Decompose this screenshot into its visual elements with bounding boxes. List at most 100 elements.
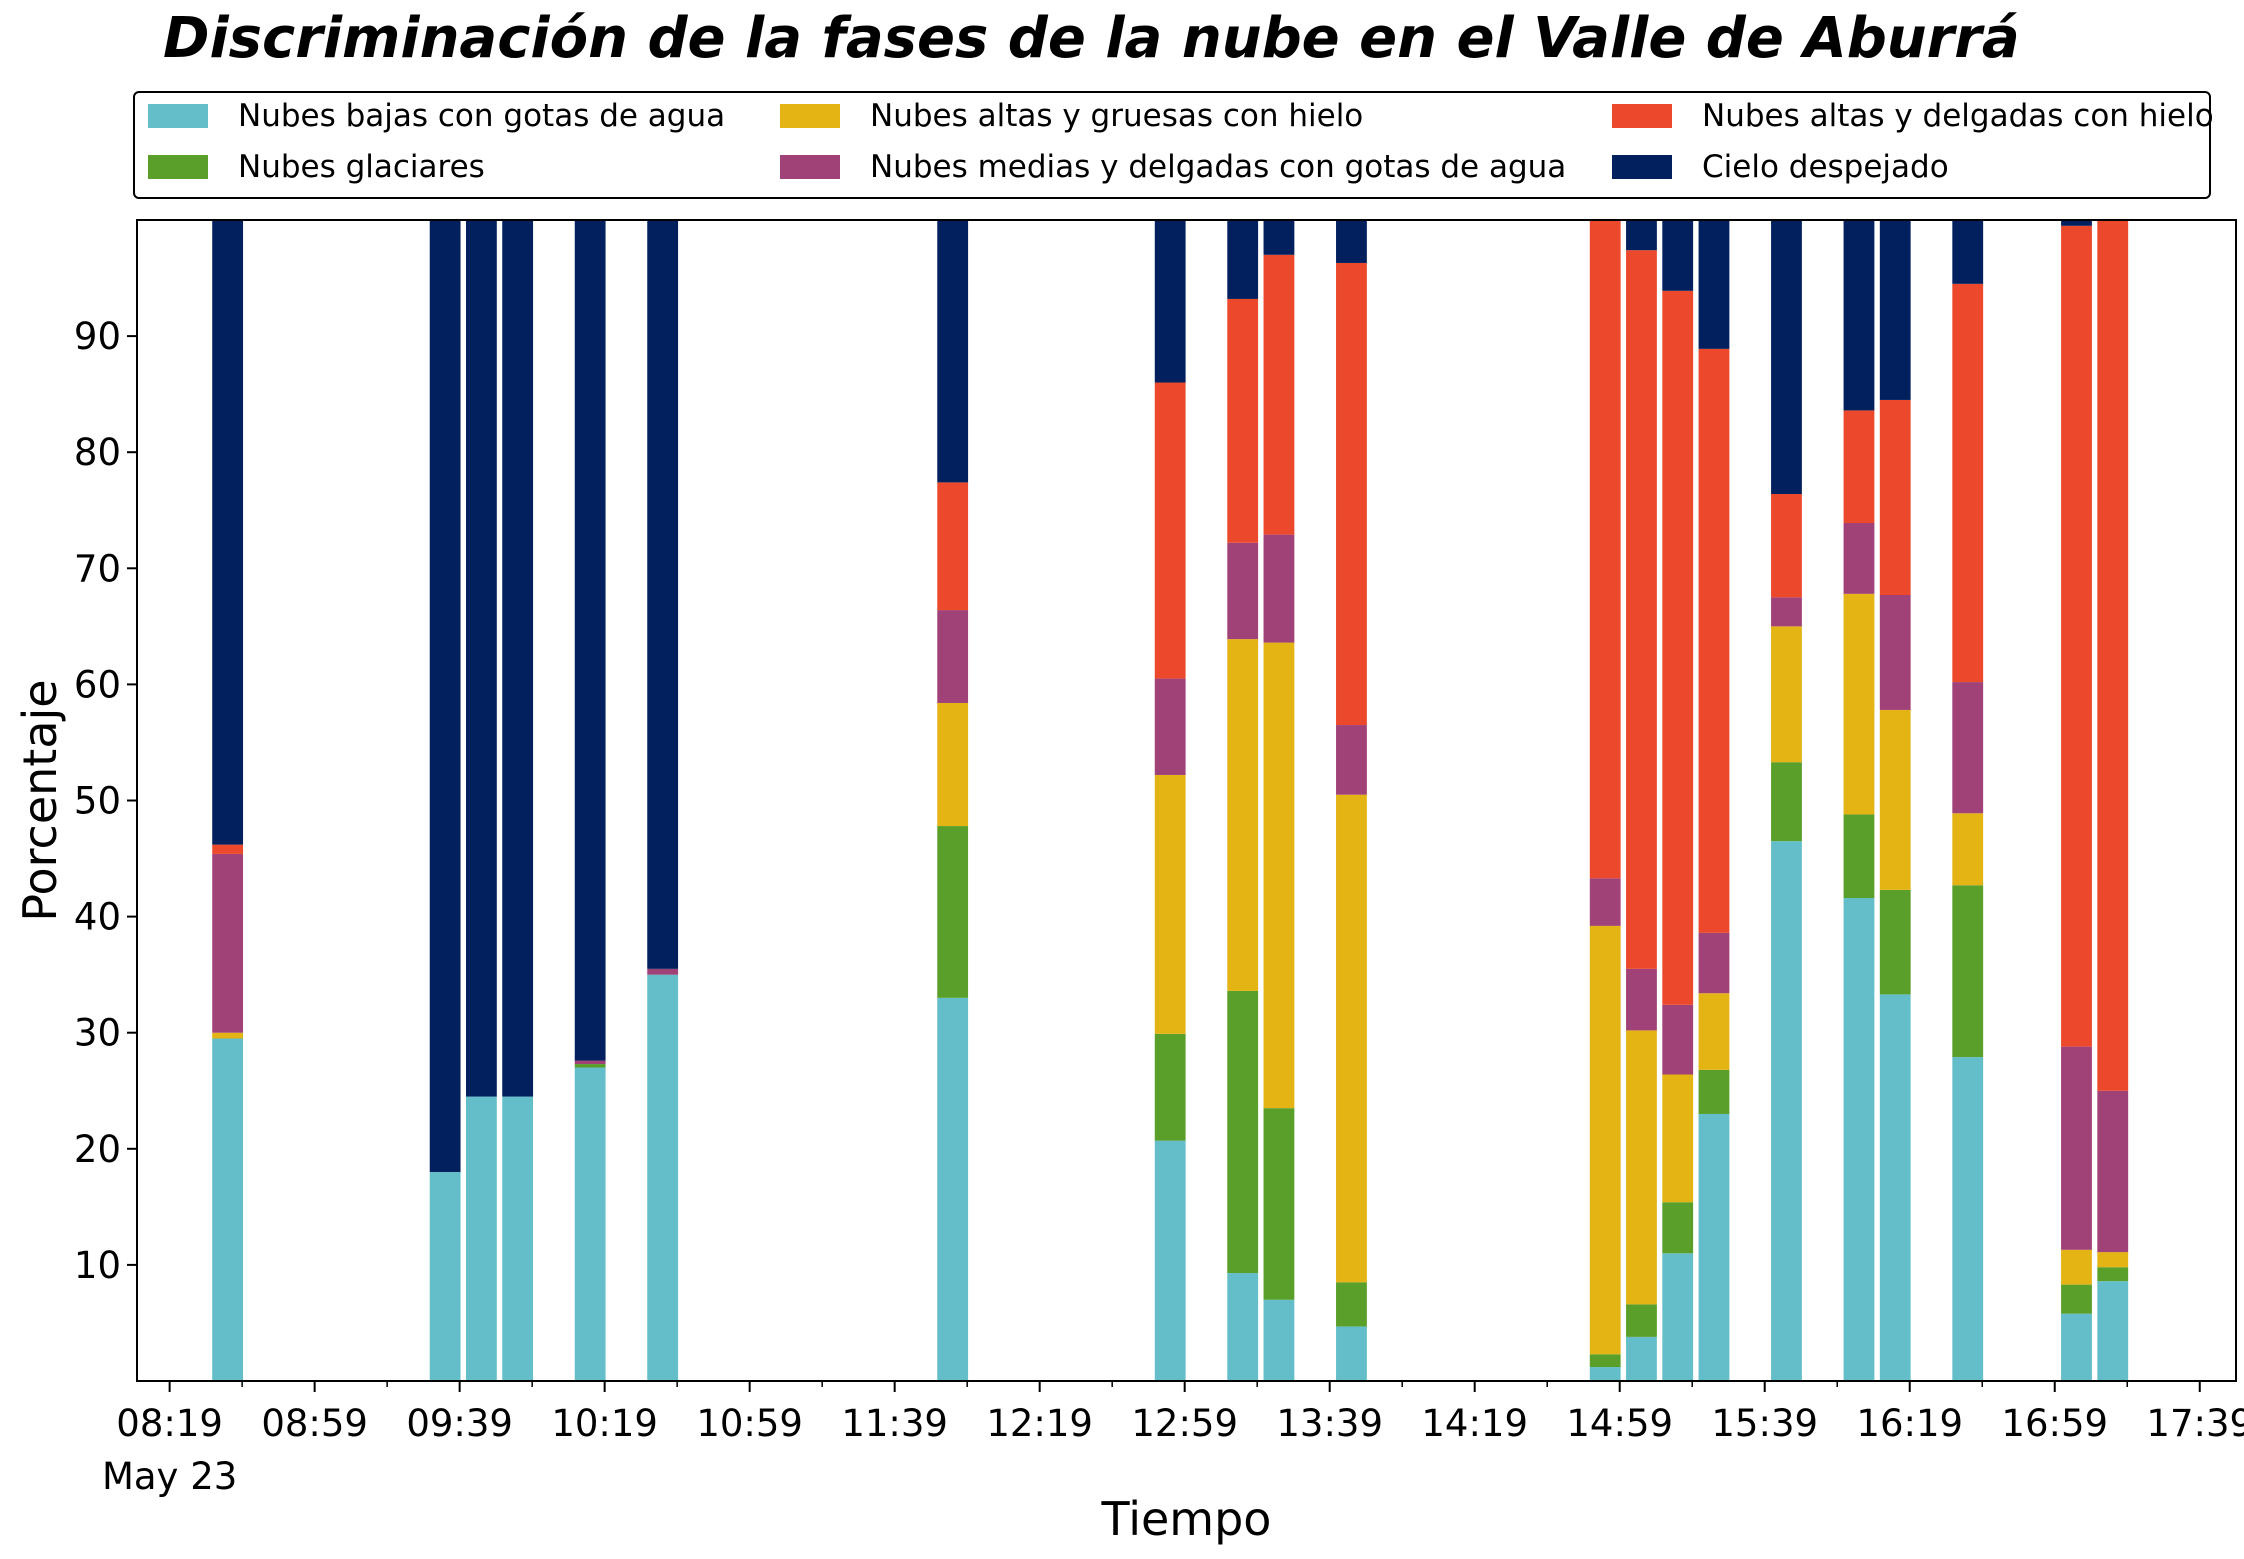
bar-segment-4 bbox=[937, 610, 969, 703]
bar-segment-3 bbox=[1771, 626, 1802, 763]
bar-segment-1 bbox=[502, 1096, 534, 1381]
bar-segment-6 bbox=[1626, 220, 1657, 251]
bars-layer bbox=[212, 220, 2129, 1381]
legend-swatch bbox=[780, 155, 840, 179]
bar-segment-2 bbox=[1952, 885, 1984, 1058]
legend: Nubes bajas con gotas de agua Nubes glac… bbox=[133, 91, 2214, 199]
bar-segment-2 bbox=[1227, 990, 1259, 1274]
x-axis: 08:19 08:59 09:39 10:19 10:59 11:39 12:19 12:59… bbox=[116, 1381, 2244, 1445]
y-tick-label: 50 bbox=[74, 780, 121, 823]
bar-segment-4 bbox=[2097, 1090, 2129, 1253]
x-tick-label: 10:19 bbox=[551, 1402, 658, 1445]
bar-segment-5 bbox=[212, 844, 244, 854]
bar-segment-1 bbox=[2097, 1281, 2129, 1381]
bar-segment-6 bbox=[1227, 220, 1259, 299]
bar-segment-2 bbox=[574, 1064, 606, 1068]
bar-segment-5 bbox=[1589, 220, 1621, 879]
bar-segment-1 bbox=[1336, 1326, 1367, 1381]
bar-segment-1 bbox=[574, 1067, 606, 1381]
bar-segment-4 bbox=[1589, 878, 1621, 926]
bar-segment-4 bbox=[1154, 678, 1186, 775]
bar-segment-1 bbox=[2061, 1313, 2092, 1381]
legend-label: Nubes altas y delgadas con hielo bbox=[1702, 98, 2214, 134]
y-tick-label: 70 bbox=[74, 547, 121, 590]
bar-segment-5 bbox=[1336, 262, 1367, 726]
bar-segment-5 bbox=[1263, 254, 1295, 535]
bar-segment-6 bbox=[1154, 220, 1186, 383]
bar-segment-1 bbox=[1843, 898, 1875, 1381]
bar-segment-6 bbox=[212, 220, 244, 845]
bar-segment-2 bbox=[1336, 1282, 1367, 1327]
legend-item-nubes-bajas: Nubes bajas con gotas de agua bbox=[148, 98, 725, 134]
chart-title: Discriminación de la fases de la nube en… bbox=[163, 6, 2020, 71]
bar-segment-6 bbox=[502, 220, 534, 1097]
bar-segment-3 bbox=[2097, 1252, 2129, 1268]
x-tick-label: 14:19 bbox=[1421, 1402, 1528, 1445]
y-tick-label: 80 bbox=[74, 431, 121, 474]
bar-segment-2 bbox=[2097, 1267, 2129, 1282]
bar-segment-1 bbox=[1626, 1336, 1657, 1381]
x-tick-label: 11:39 bbox=[841, 1402, 948, 1445]
bar-segment-4 bbox=[647, 968, 679, 975]
bar-segment-5 bbox=[1662, 290, 1694, 1005]
bar-segment-6 bbox=[1952, 220, 1984, 284]
bar-segment-3 bbox=[1626, 1030, 1657, 1305]
bar-segment-2 bbox=[1154, 1033, 1186, 1141]
y-tick-label: 90 bbox=[74, 315, 121, 358]
bar-segment-2 bbox=[1626, 1304, 1657, 1337]
bar-segment-4 bbox=[1626, 968, 1657, 1031]
legend-label: Nubes glaciares bbox=[238, 149, 485, 185]
bar-segment-6 bbox=[937, 220, 969, 483]
bar-segment-1 bbox=[465, 1096, 497, 1381]
x-tick-label: 14:59 bbox=[1566, 1402, 1673, 1445]
bar-segment-6 bbox=[574, 220, 606, 1061]
x-tick-label: 09:39 bbox=[406, 1402, 513, 1445]
bar-segment-5 bbox=[1698, 348, 1730, 933]
bar-segment-5 bbox=[1227, 298, 1259, 543]
legend-swatch bbox=[1612, 104, 1672, 128]
bar-segment-1 bbox=[647, 974, 679, 1381]
bar-segment-1 bbox=[937, 997, 969, 1381]
bar-segment-6 bbox=[465, 220, 497, 1097]
bar-segment-2 bbox=[937, 826, 969, 998]
x-date-label: May 23 bbox=[102, 1455, 237, 1498]
bar-segment-4 bbox=[574, 1060, 606, 1065]
legend-item-nubes-altas-delgadas: Nubes altas y delgadas con hielo bbox=[1612, 98, 2214, 134]
bar-segment-3 bbox=[1336, 794, 1367, 1283]
bar-segment-3 bbox=[1952, 813, 1984, 886]
legend-label: Nubes medias y delgadas con gotas de agu… bbox=[870, 149, 1567, 185]
bar-segment-4 bbox=[1952, 682, 1984, 814]
legend-label: Nubes altas y gruesas con hielo bbox=[870, 98, 1364, 134]
x-tick-label: 08:59 bbox=[261, 1402, 368, 1445]
bar-segment-6 bbox=[1879, 220, 1911, 400]
bar-segment-6 bbox=[429, 220, 461, 1173]
legend-item-nubes-glaciares: Nubes glaciares bbox=[148, 149, 485, 185]
bar-segment-2 bbox=[1662, 1202, 1694, 1254]
x-tick-label: 08:19 bbox=[116, 1402, 223, 1445]
bar-segment-3 bbox=[1154, 774, 1186, 1034]
bar-segment-1 bbox=[212, 1038, 244, 1381]
bar-segment-4 bbox=[212, 853, 244, 1033]
bar-segment-3 bbox=[1227, 639, 1259, 991]
bar-segment-4 bbox=[1698, 932, 1730, 994]
bar-segment-5 bbox=[1626, 250, 1657, 969]
bar-segment-2 bbox=[1771, 762, 1802, 842]
bar-segment-2 bbox=[1843, 814, 1875, 899]
bar-segment-6 bbox=[2061, 220, 2092, 226]
x-tick-label: 13:39 bbox=[1276, 1402, 1383, 1445]
bar-segment-5 bbox=[1879, 399, 1911, 596]
bar-segment-4 bbox=[1336, 725, 1367, 795]
x-tick-label: 12:59 bbox=[1131, 1402, 1238, 1445]
bar-segment-4 bbox=[1879, 595, 1911, 710]
bar-segment-1 bbox=[1879, 994, 1911, 1381]
bar-segment-6 bbox=[1771, 220, 1802, 494]
y-tick-label: 60 bbox=[74, 663, 121, 706]
x-axis-label: Tiempo bbox=[1101, 1492, 1272, 1546]
legend-item-nubes-medias: Nubes medias y delgadas con gotas de agu… bbox=[780, 149, 1567, 185]
bar-segment-1 bbox=[1154, 1140, 1186, 1381]
legend-item-cielo-despejado: Cielo despejado bbox=[1612, 149, 1949, 185]
bar-segment-3 bbox=[2061, 1249, 2092, 1285]
y-axis-label: Porcentaje bbox=[13, 679, 67, 921]
y-tick-label: 20 bbox=[74, 1128, 121, 1171]
